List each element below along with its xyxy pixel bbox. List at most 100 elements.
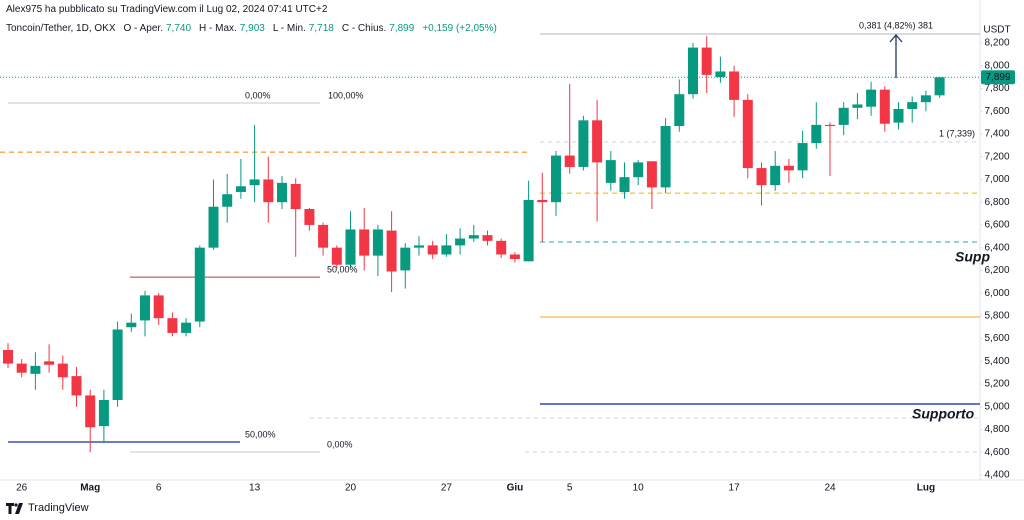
y-tick-label: 6,600 [984,220,1009,231]
y-tick-label: 7,000 [984,174,1009,185]
candle-body [701,47,712,75]
candle-body [263,179,274,203]
candle-body [537,199,548,203]
candle-body [249,179,260,186]
candle-body [112,329,123,400]
annotation: 0,381 (4,82%) 381 [859,20,933,30]
author-line: Alex975 ha pubblicato su TradingView.com… [6,4,328,15]
legend-item: L - Min. [272,23,306,34]
y-tick-label: 5,600 [984,333,1009,344]
candle-body [290,183,301,210]
candle-body [605,160,616,183]
x-tick-label: Giu [507,483,524,494]
y-tick-label: 6,200 [984,265,1009,276]
candle-body [71,376,82,396]
annotation: 50,00% [245,429,276,439]
legend-item: C - Chius. [341,23,387,34]
candle-body [468,235,479,239]
x-tick-label: 6 [156,483,162,494]
y-tick-label: 6,800 [984,197,1009,208]
annotation: 100,00% [328,90,364,100]
arrow [889,34,903,78]
candle-body [825,124,835,127]
candle-body [564,155,575,167]
legend-item: +0,159 (+2,05%) [422,23,497,34]
y-tick-label: 7,200 [984,151,1009,162]
x-tick-label: 26 [16,483,28,494]
candle-body [44,361,55,365]
logo [6,502,23,514]
annotation: 0,00% [327,439,353,449]
candle-body [879,89,890,124]
candle-body [482,235,493,241]
y-tick-label: 5,200 [984,379,1009,390]
y-tick-label: 6,000 [984,288,1009,299]
candle-body [126,322,137,328]
x-tick-label: 13 [249,483,261,494]
y-tick-label: 5,000 [984,401,1009,412]
x-tick-label: 5 [567,483,573,494]
candle-body [98,399,109,427]
x-tick-label: Mag [80,483,100,494]
candle-body [934,77,945,96]
candle-body [222,194,233,207]
candle-body [907,102,918,109]
y-unit: USDT [983,25,1010,36]
x-tick-label: 17 [729,483,741,494]
candle-body [372,229,383,256]
footer: TradingView [6,502,89,514]
candle-body [715,71,726,78]
candle-body [509,254,520,260]
candle-body [359,229,370,256]
legend-item: O - Aper. [123,23,163,34]
candle-body [181,322,192,333]
annotation: 1 (7,339) [939,128,975,138]
legend-item: 7,903 [239,23,265,34]
candle-body [646,161,657,188]
x-tick-label: 27 [441,483,453,494]
candle-body [619,177,630,192]
candle-body [345,229,356,265]
candle-body [523,199,534,262]
candle-body [57,363,68,378]
candle-body [167,318,178,333]
candle-body [551,155,561,203]
candle-body [400,247,411,271]
candle-body [194,247,205,322]
y-tick-label: 4,400 [984,470,1009,481]
candle-body [318,224,329,248]
y-tick-label: 7,600 [984,106,1009,117]
legend-item: 7,899 [389,23,415,34]
candle-body [441,245,452,255]
candle-body [742,99,753,169]
annotation: 0,00% [245,90,271,100]
y-tick-label: 8,200 [984,38,1009,49]
candle-body [331,247,342,265]
last-price-tag [981,70,1015,85]
candle-body [592,120,603,163]
y-tick-label: 5,800 [984,311,1009,322]
candle-body [578,120,589,167]
candle-body [688,47,698,95]
legend: Toncoin/Tether, 1D, OKX O - Aper. 7,740 H -… [6,23,497,34]
y-tick-label: 4,800 [984,424,1009,435]
annotation: Supp [955,249,990,265]
y-tick-label: 8,000 [984,60,1009,71]
symbol: Toncoin/Tether, 1D, OKX [6,23,116,34]
last-price-label: 7,899 [985,72,1010,83]
annotation: Supporto [912,406,975,422]
candle-body [235,186,246,192]
y-tick-label: 7,800 [984,83,1009,94]
candle-body [153,295,164,319]
chart: USDT 4,400 4,600 4,800 5,000 5,200 5,400 5,600… [0,0,1024,494]
candle-body [16,363,27,373]
candle-body [455,238,466,246]
candle-body [660,126,671,188]
candle-body [414,245,424,248]
legend-item: H - Max. [199,23,237,34]
y-tick-label: 4,600 [984,447,1009,458]
candle-body [852,104,863,108]
candle-body [140,295,150,321]
candle-body [304,209,315,225]
